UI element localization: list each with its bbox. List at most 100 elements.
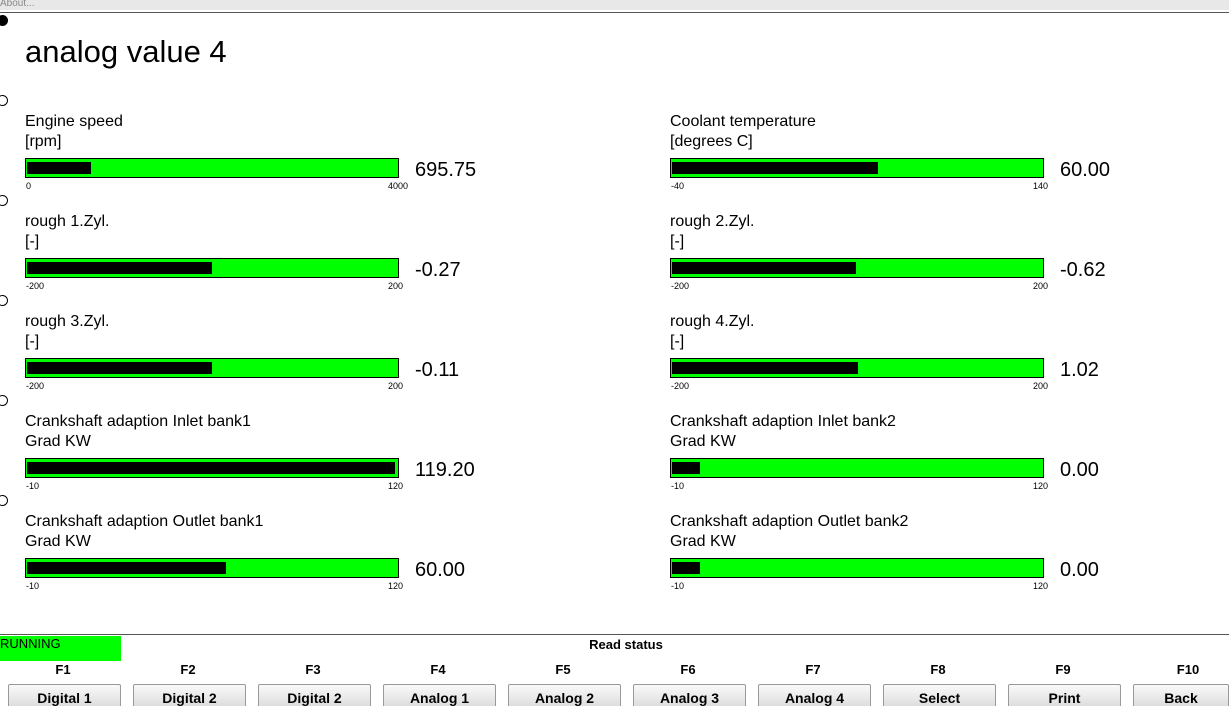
key-button[interactable]: Analog 4	[758, 684, 871, 706]
gauge-fill	[672, 162, 878, 174]
gauge-unit: Grad KW	[25, 533, 91, 550]
gauge-bar	[670, 558, 1044, 578]
gauge-max: 120	[388, 481, 404, 491]
gauge-max: 140	[1033, 181, 1049, 191]
gauge-value: -0.27	[415, 259, 461, 281]
gauge-label: Crankshaft adaption Outlet bank1	[25, 513, 264, 530]
gauge-unit: [rpm]	[25, 133, 62, 150]
gauge-bar	[25, 158, 399, 178]
gauge-max: 200	[388, 381, 404, 391]
gauge-fill	[27, 262, 212, 274]
gauge-unit: Grad KW	[670, 533, 736, 550]
gauge-unit: [-]	[670, 333, 685, 350]
gauge-bar	[670, 358, 1044, 378]
gauge-max: 200	[1033, 281, 1049, 291]
gauge-unit: [degrees C]	[670, 133, 753, 150]
gauge-min: -200	[26, 281, 45, 291]
gauge-bar	[25, 458, 399, 478]
radio-dot	[0, 495, 8, 506]
gauge-unit: [-]	[25, 333, 40, 350]
radio-dot	[0, 15, 8, 26]
gauge-fill	[672, 262, 857, 274]
radio-dot	[0, 195, 8, 206]
gauge-fill	[27, 362, 212, 374]
function-key: F5	[555, 662, 571, 677]
gauge-max: 4000	[388, 181, 409, 191]
gauge-value: 0.00	[1060, 459, 1099, 481]
gauge-fill	[27, 162, 92, 174]
separator	[0, 634, 1229, 635]
gauge-max: 120	[388, 581, 404, 591]
function-key: F9	[1055, 662, 1071, 677]
gauge-bar	[25, 358, 399, 378]
gauge-fill	[27, 562, 227, 574]
gauge-label: Crankshaft adaption Inlet bank1	[25, 413, 251, 430]
function-key: F1	[55, 662, 71, 677]
function-key: F6	[680, 662, 696, 677]
gauge-label: Engine speed	[25, 113, 123, 130]
gauge-value: 695.75	[415, 159, 477, 181]
gauge-value: 60.00	[1060, 159, 1111, 181]
function-key: F3	[305, 662, 321, 677]
gauge-bar	[25, 558, 399, 578]
gauge-bar	[25, 258, 399, 278]
gauge-label: rough 4.Zyl.	[670, 313, 755, 330]
gauge-label: rough 3.Zyl.	[25, 313, 110, 330]
gauge-max: 200	[388, 281, 404, 291]
radio-dot	[0, 395, 8, 406]
gauge-min: -200	[26, 381, 45, 391]
gauge-fill	[672, 562, 701, 574]
gauge-min: -40	[671, 181, 685, 191]
gauge-max: 120	[1033, 481, 1049, 491]
gauge-fill	[672, 462, 701, 474]
status-text: Read status	[589, 637, 663, 652]
gauge-max: 120	[1033, 581, 1049, 591]
gauge-unit: [-]	[25, 233, 40, 250]
gauge-fill	[27, 462, 395, 474]
key-button[interactable]: Select	[883, 684, 996, 706]
page-title: analog value 4	[25, 34, 227, 69]
key-button[interactable]: Analog 1	[383, 684, 496, 706]
gauge-bar	[670, 258, 1044, 278]
gauge-unit: Grad KW	[670, 433, 736, 450]
radio-dot	[0, 95, 8, 106]
key-button[interactable]: Digital 1	[8, 684, 121, 706]
gauge-min: -10	[26, 481, 40, 491]
key-button[interactable]: Analog 3	[633, 684, 746, 706]
gauge-label: rough 2.Zyl.	[670, 213, 755, 230]
separator	[0, 12, 1229, 13]
gauge-value: -0.62	[1060, 259, 1106, 281]
key-button[interactable]: Digital 2	[133, 684, 246, 706]
gauge-value: 119.20	[415, 459, 475, 481]
key-button[interactable]: Back	[1133, 684, 1229, 706]
gauge-min: -200	[671, 381, 690, 391]
radio-dot	[0, 295, 8, 306]
gauge-bar	[670, 458, 1044, 478]
function-key: F8	[930, 662, 946, 677]
gauge-min: -10	[26, 581, 40, 591]
gauge-value: 60.00	[415, 559, 466, 581]
key-button[interactable]: Print	[1008, 684, 1121, 706]
gauge-min: 0	[26, 181, 32, 191]
menu-bar[interactable]: About...	[0, 0, 1229, 10]
function-key: F4	[430, 662, 446, 677]
gauge-min: -10	[671, 581, 685, 591]
gauge-bar	[670, 158, 1044, 178]
gauge-min: -10	[671, 481, 685, 491]
gauge-fill	[672, 362, 858, 374]
function-key: F2	[180, 662, 196, 677]
key-button[interactable]: Analog 2	[508, 684, 621, 706]
gauge-label: rough 1.Zyl.	[25, 213, 110, 230]
function-key: F10	[1176, 662, 1200, 677]
gauge-min: -200	[671, 281, 690, 291]
gauge-label: Coolant temperature	[670, 113, 816, 130]
gauge-value: 1.02	[1060, 359, 1099, 381]
gauge-value: 0.00	[1060, 559, 1099, 581]
gauge-label: Crankshaft adaption Inlet bank2	[670, 413, 896, 430]
gauge-value: -0.11	[415, 359, 460, 381]
gauge-max: 200	[1033, 381, 1049, 391]
gauge-label: Crankshaft adaption Outlet bank2	[670, 513, 909, 530]
function-key: F7	[805, 662, 821, 677]
key-button[interactable]: Digital 2	[258, 684, 371, 706]
